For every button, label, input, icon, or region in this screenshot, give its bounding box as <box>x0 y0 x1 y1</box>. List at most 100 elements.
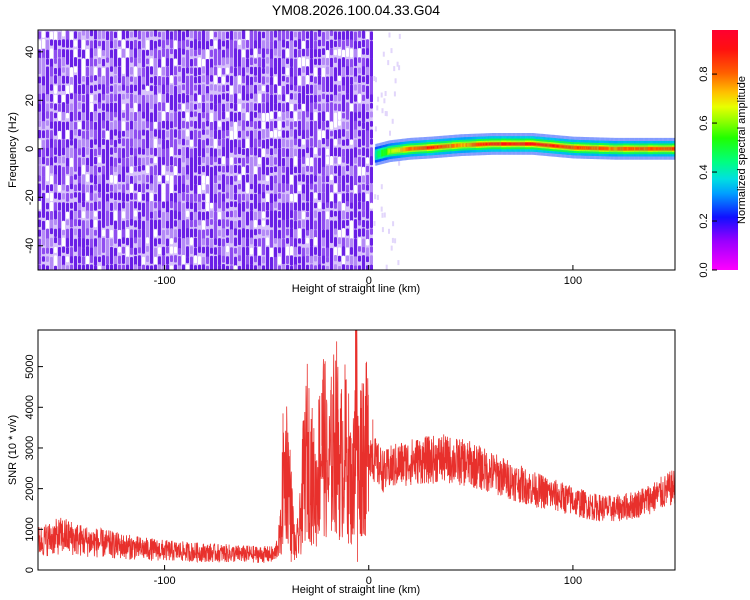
noise-cell <box>46 49 49 59</box>
band-core-cell <box>492 143 494 145</box>
noise-cell <box>354 238 357 248</box>
noise-cell <box>318 48 321 58</box>
noise-cell <box>294 76 297 86</box>
noise-cell <box>342 149 345 157</box>
noise-cell <box>362 138 365 146</box>
noise-cell <box>298 120 301 130</box>
noise-cell <box>102 120 105 129</box>
noise-cell <box>326 66 329 75</box>
noise-cell <box>270 219 273 228</box>
noise-cell <box>358 120 361 127</box>
band-core-cell <box>455 144 458 147</box>
noise-cell <box>306 247 309 255</box>
noise-cell <box>130 40 133 50</box>
band-core-cell <box>421 147 424 149</box>
noise-cell <box>306 31 309 39</box>
noise-cell <box>178 184 181 195</box>
noise-cell <box>162 129 165 140</box>
noise-cell <box>186 102 189 110</box>
noise-cell <box>98 48 101 59</box>
noise-cell <box>134 102 137 113</box>
noise-cell <box>114 57 117 68</box>
noise-cell <box>82 238 85 249</box>
noise-cell <box>206 120 209 127</box>
noise-cell <box>126 130 129 138</box>
noise-cell <box>58 39 61 46</box>
noise-cell <box>66 237 69 248</box>
noise-cell <box>330 210 333 218</box>
noise-cell <box>222 166 225 173</box>
noise-cell <box>186 237 189 245</box>
noise-cell <box>42 76 45 86</box>
noise-cell <box>58 103 61 112</box>
band-core-cell <box>651 147 654 150</box>
noise-cell <box>258 120 261 129</box>
noise-cell <box>146 94 149 105</box>
band-core-cell <box>659 147 662 150</box>
noise-cell <box>370 67 373 77</box>
noise-cell <box>134 148 137 158</box>
band-core-cell <box>395 149 397 152</box>
noise-cell <box>274 229 277 240</box>
noise-cell <box>86 255 89 265</box>
noise-cell <box>282 238 285 250</box>
noise-cell <box>358 67 361 74</box>
noise-cell <box>290 193 293 202</box>
noise-cell <box>226 229 229 236</box>
band-core-cell <box>542 143 544 146</box>
noise-cell <box>310 112 313 121</box>
noise-cell <box>326 120 329 128</box>
noise-cell <box>290 129 293 137</box>
noise-cell <box>214 264 217 270</box>
noise-cell <box>66 157 69 169</box>
noise-cell <box>314 120 317 131</box>
band-core-cell <box>425 146 428 149</box>
noise-cell <box>338 210 341 220</box>
noise-cell <box>134 129 137 140</box>
noise-cell <box>350 84 353 97</box>
noise-cell <box>146 175 149 183</box>
noise-cell <box>290 174 293 187</box>
noise-cell <box>66 193 69 202</box>
noise-cell <box>102 130 105 139</box>
noise-speck <box>381 227 384 233</box>
noise-cell <box>282 113 285 121</box>
noise-cell <box>126 76 129 89</box>
noise-cell <box>166 229 169 236</box>
noise-cell <box>334 75 337 82</box>
noise-cell <box>54 68 57 75</box>
noise-cell <box>286 219 289 228</box>
noise-cell <box>146 76 149 88</box>
noise-cell <box>222 174 225 187</box>
noise-cell <box>338 193 341 204</box>
noise-cell <box>366 256 369 263</box>
noise-cell <box>222 40 225 47</box>
band-core-cell <box>646 147 649 150</box>
noise-cell <box>338 183 341 193</box>
figure-title: YM08.2026.100.04.33.G04 <box>272 2 440 18</box>
noise-cell <box>298 85 301 93</box>
noise-cell <box>198 121 201 129</box>
noise-cell <box>238 130 241 138</box>
noise-cell <box>226 237 229 243</box>
noise-cell <box>214 31 217 38</box>
band-core-cell <box>461 144 464 146</box>
noise-cell <box>74 157 77 169</box>
noise-cell <box>370 138 373 145</box>
noise-cell <box>166 112 169 121</box>
noise-cell <box>254 76 257 83</box>
band-core-cell <box>638 147 640 150</box>
noise-cell <box>242 157 245 169</box>
noise-cell <box>58 111 61 121</box>
noise-cell <box>294 85 297 92</box>
noise-cell <box>110 238 113 247</box>
noise-cell <box>86 264 89 270</box>
noise-cell <box>154 138 157 148</box>
noise-cell <box>122 192 125 202</box>
noise-cell <box>138 219 141 230</box>
noise-cell <box>182 40 185 52</box>
noise-cell <box>302 237 305 245</box>
noise-cell <box>238 49 241 60</box>
noise-cell <box>254 255 257 263</box>
noise-cell <box>262 58 265 68</box>
